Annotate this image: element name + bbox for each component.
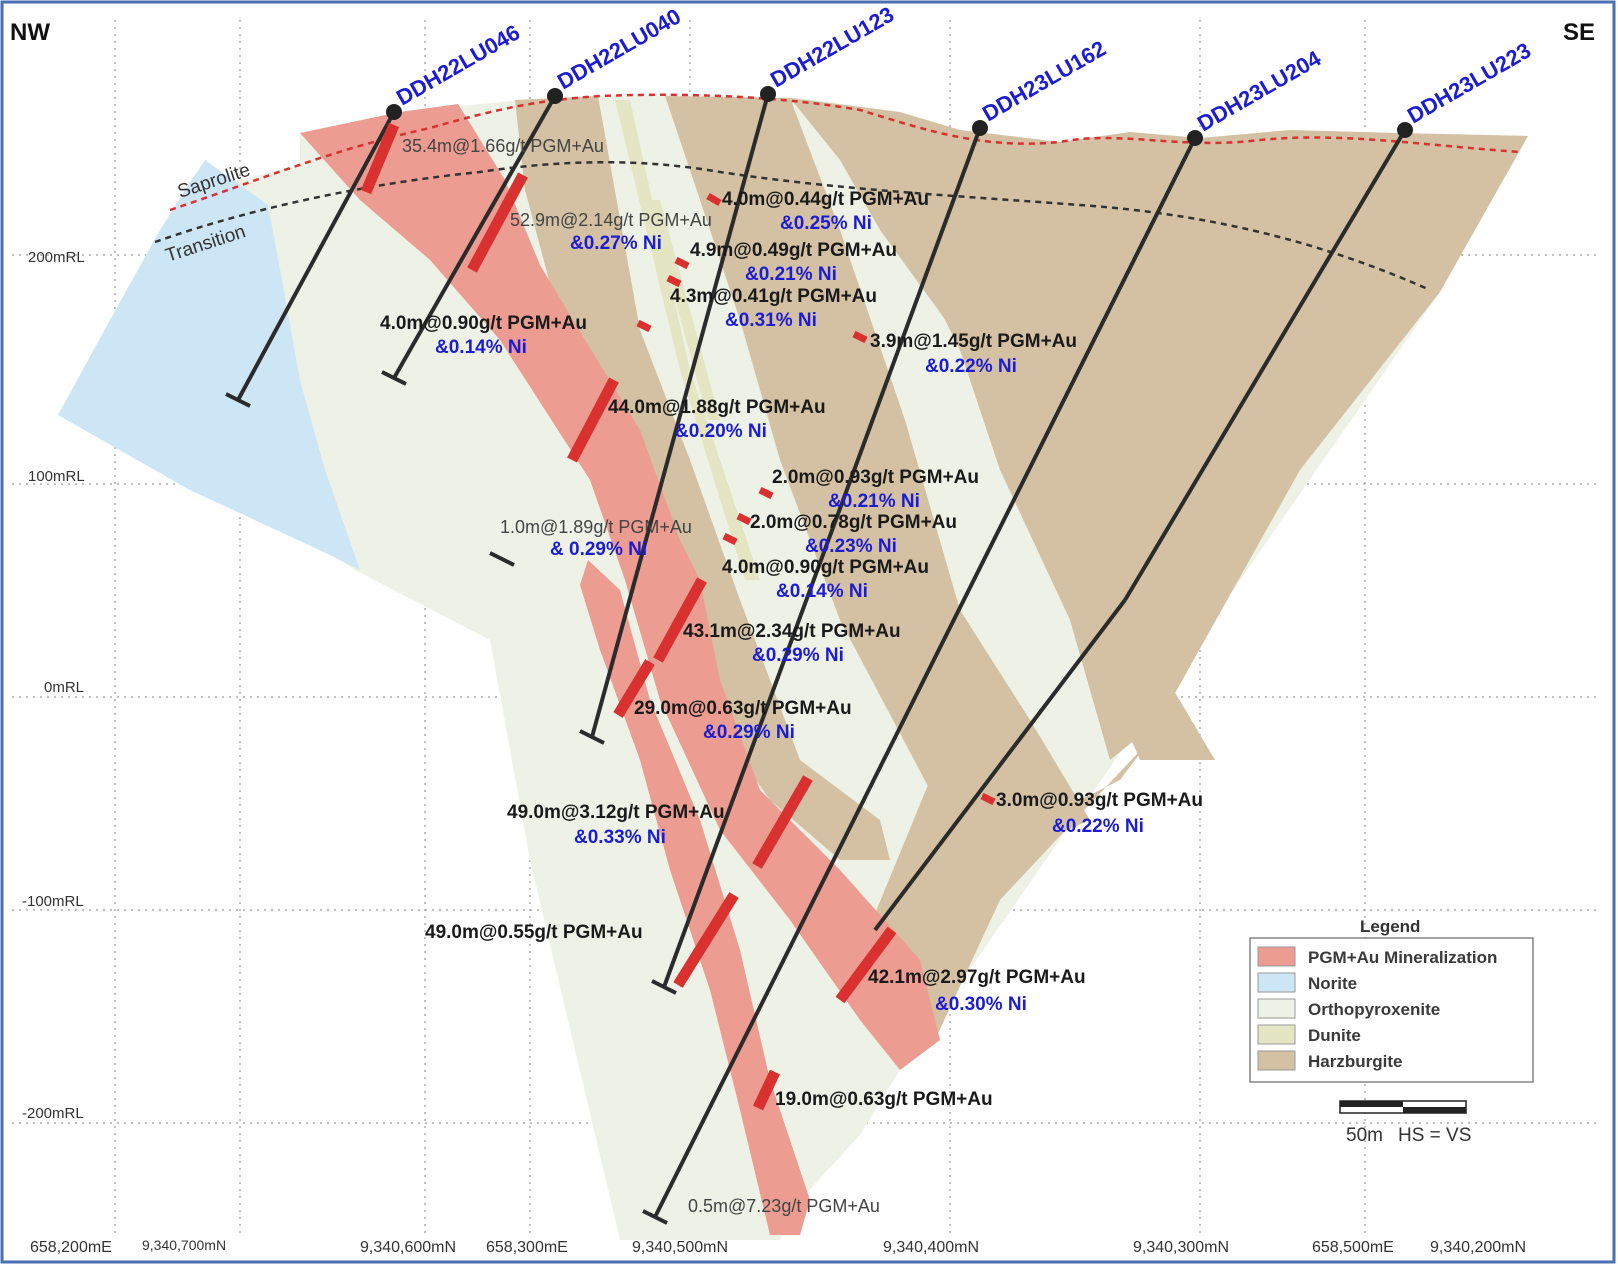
norite-unit [58, 160, 360, 570]
collar-ddh22lu046 [386, 104, 402, 120]
hole-label-ddh22lu040: DDH22LU040 [553, 4, 685, 95]
drill-trace-ddh23lu204 [653, 137, 1197, 1218]
intercept-grade: 3.9m@1.45g/t PGM+Au [870, 331, 1077, 352]
intercept-grade: 4.0m@0.90g/t PGM+Au [380, 313, 587, 334]
coord-label: 658,500mE [1312, 1239, 1394, 1256]
harzburgite-unit-2 [665, 96, 1090, 860]
legend: Legend PGM+Au Mineralization Norite Orth… [1249, 917, 1534, 1083]
intercept-grade: 4.3m@0.41g/t PGM+Au [670, 286, 877, 307]
rl-label: 100mRL [28, 468, 85, 485]
legend-item-pgm: PGM+Au Mineralization [1308, 948, 1497, 967]
coord-label: 658,300mE [486, 1239, 568, 1256]
intercept-ni: &0.20% Ni [675, 421, 767, 442]
hole-label-ddh23lu204: DDH23LU204 [1193, 45, 1326, 136]
intercept-ni: &0.25% Ni [780, 213, 872, 234]
intercept-grade: 43.1m@2.34g/t PGM+Au [683, 621, 901, 642]
coord-label: 9,340,200mN [1430, 1239, 1526, 1256]
intercept-grade: 44.0m@1.88g/t PGM+Au [608, 397, 826, 418]
drill-trace-ddh22lu046 [236, 111, 396, 401]
intercept-ni: &0.22% Ni [925, 356, 1017, 377]
intercept-grade: 49.0m@0.55g/t PGM+Au [425, 922, 643, 943]
rl-label: -200mRL [22, 1105, 84, 1122]
legend-swatch-norite [1257, 972, 1296, 993]
collar-ddh22lu123 [760, 86, 776, 102]
intercept-ni: &0.29% Ni [752, 645, 844, 666]
intercept-ni: &0.30% Ni [935, 994, 1027, 1015]
scale-label: 50m [1346, 1125, 1383, 1146]
drill-trace-ddh22lu123 [590, 93, 770, 738]
harzburgite-unit-4 [900, 112, 1528, 760]
legend-swatch-dunite [1257, 1024, 1296, 1045]
legend-item-dunite: Dunite [1308, 1026, 1361, 1045]
scale-bar: 50m HS = VS [1339, 1100, 1471, 1146]
legend-item-orthopyroxenite: Orthopyroxenite [1308, 1000, 1440, 1019]
hole-label-ddh22lu123: DDH22LU123 [766, 2, 898, 93]
legend-swatch-harzburgite [1257, 1050, 1296, 1071]
direction-se: SE [1563, 19, 1595, 46]
direction-nw: NW [10, 19, 50, 46]
intercept-ni: &0.14% Ni [776, 581, 868, 602]
rl-label: 200mRL [28, 249, 85, 266]
intercept-grade: 4.0m@0.90g/t PGM+Au [722, 557, 929, 578]
intercept-labels: 35.4m@1.66g/t PGM+Au 4.0m@0.44g/t PGM+Au… [380, 136, 1203, 1216]
hole-label-ddh23lu162: DDH23LU162 [978, 36, 1110, 127]
legend-item-norite: Norite [1308, 974, 1357, 993]
intercept-ni: &0.21% Ni [828, 491, 920, 512]
saprolite-line [169, 93, 1521, 212]
drill-holes [225, 86, 1413, 1225]
coord-label: 9,340,400mN [883, 1239, 979, 1256]
harzburgite-unit-5 [860, 740, 1150, 1070]
intercept-grade: 19.0m@0.63g/t PGM+Au [775, 1089, 993, 1110]
coord-label: 9,340,300mN [1133, 1239, 1229, 1256]
intercept-ni: &0.14% Ni [435, 337, 527, 358]
intercept-grade: 29.0m@0.63g/t PGM+Au [634, 698, 852, 719]
hole-label-ddh22lu046: DDH22LU046 [392, 20, 524, 111]
legend-item-harzburgite: Harzburgite [1308, 1052, 1402, 1071]
intercept-grade: 42.1m@2.97g/t PGM+Au [868, 967, 1086, 988]
collar-ddh23lu223 [1397, 122, 1413, 138]
intercept-grade: 0.5m@7.23g/t PGM+Au [688, 1196, 880, 1216]
intercept-ni: &0.27% Ni [570, 233, 662, 254]
collar-ddh23lu204 [1187, 130, 1203, 146]
intercept-ni: &0.33% Ni [574, 827, 666, 848]
intercept-ni: &0.23% Ni [805, 536, 897, 557]
hole-label-ddh23lu223: DDH23LU223 [1403, 38, 1535, 129]
intercept-grade: 35.4m@1.66g/t PGM+Au [402, 136, 604, 156]
drill-trace-ddh22lu040 [392, 95, 557, 379]
collar-ddh23lu162 [972, 120, 988, 136]
coord-label: 658,200mE [30, 1239, 112, 1256]
collar-ddh22lu040 [547, 88, 563, 104]
intercept-ni: & 0.29% Ni [550, 539, 647, 560]
intercept-grade: 4.9m@0.49g/t PGM+Au [690, 240, 897, 261]
legend-swatch-pgm [1257, 946, 1296, 967]
intercept-ni: &0.22% Ni [1052, 816, 1144, 837]
dunite-band-2 [648, 200, 720, 420]
intercept-grade: 2.0m@0.78g/t PGM+Au [750, 512, 957, 533]
intercept-ni: &0.21% Ni [745, 264, 837, 285]
legend-swatch-orthopyroxenite [1257, 998, 1296, 1019]
coord-label: 9,340,500mN [632, 1239, 728, 1256]
rl-label: -100mRL [22, 893, 84, 910]
intercept-grade: 3.0m@0.93g/t PGM+Au [996, 790, 1203, 811]
intercept-grade: 1.0m@1.89g/t PGM+Au [500, 517, 692, 537]
dunite-band [615, 100, 760, 580]
drill-trace-ddh23lu223 [1123, 128, 1407, 602]
intercept-grade: 49.0m@3.12g/t PGM+Au [507, 802, 725, 823]
drill-trace-ddh23lu162 [662, 127, 982, 988]
harzburgite-unit-1 [515, 96, 890, 860]
intercept-ni: &0.29% Ni [703, 722, 795, 743]
scale-note: HS = VS [1398, 1125, 1471, 1146]
legend-title: Legend [1360, 917, 1420, 936]
coord-label: 9,340,600mN [360, 1239, 456, 1256]
intercept-grade: 4.0m@0.44g/t PGM+Au [722, 189, 929, 210]
intercept-ni: &0.31% Ni [725, 310, 817, 331]
intercept-grade: 2.0m@0.93g/t PGM+Au [772, 467, 979, 488]
rl-label: 0mRL [44, 679, 84, 696]
intercept-grade: 52.9m@2.14g/t PGM+Au [510, 210, 712, 230]
intercept-marks [360, 122, 996, 1111]
coord-label: 9,340,700mN [142, 1237, 226, 1253]
